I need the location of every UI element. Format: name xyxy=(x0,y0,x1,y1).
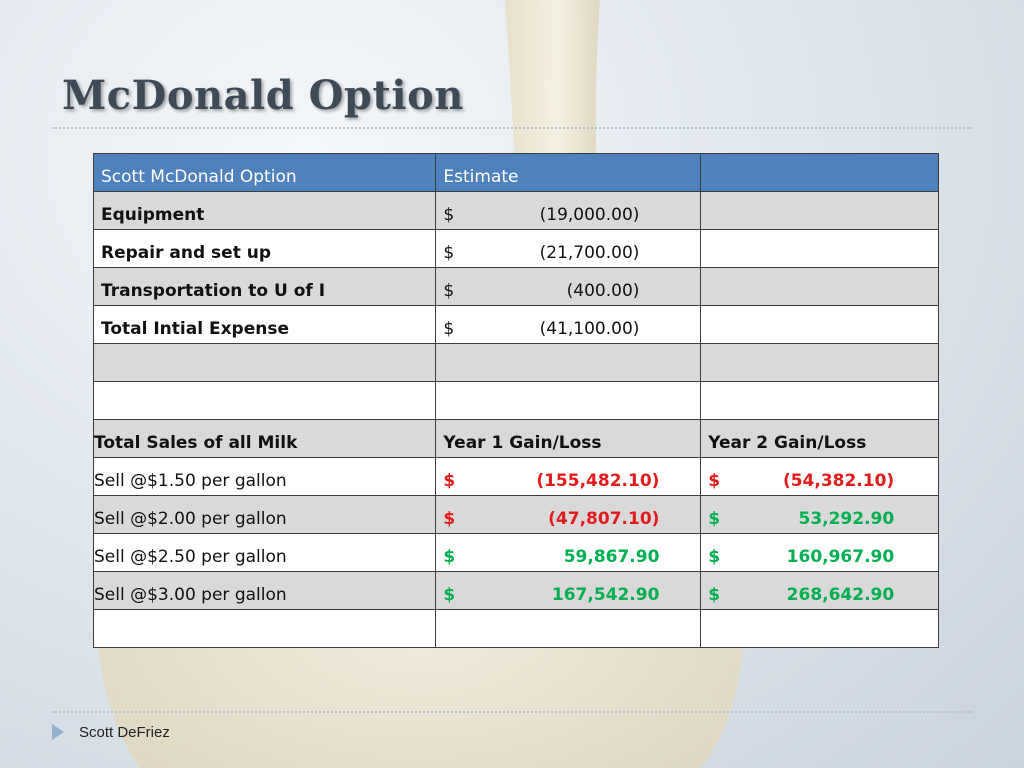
table-cell xyxy=(700,267,939,306)
table-cell xyxy=(435,609,702,648)
table-cell: $160,967.90 xyxy=(700,533,939,572)
table-row-empty xyxy=(92,343,939,382)
table-cell xyxy=(700,305,939,344)
currency-symbol: $ xyxy=(443,319,455,339)
header-cell: Scott McDonald Option xyxy=(92,153,437,192)
currency-symbol: $ xyxy=(708,547,721,567)
table-cell xyxy=(700,381,939,420)
price-label: Sell @$1.50 per gallon xyxy=(94,471,287,491)
table-cell xyxy=(700,191,939,230)
header-empty-label xyxy=(701,187,938,191)
expense-amount: (41,100.00) xyxy=(539,319,640,339)
currency-symbol: $ xyxy=(443,243,455,263)
table-cell: Total Intial Expense xyxy=(92,305,437,344)
expense-amount: (400.00) xyxy=(566,281,640,301)
table-cell xyxy=(92,343,437,382)
slide-footer: Scott DeFriez xyxy=(52,718,170,746)
price-label: Sell @$2.00 per gallon xyxy=(94,509,287,529)
table-cell: Year 2 Gain/Loss xyxy=(700,419,939,458)
table-row: Sell @$2.50 per gallon $59,867.90 $160,9… xyxy=(92,533,939,572)
table-cell xyxy=(700,229,939,268)
table-cell: $268,642.90 xyxy=(700,571,939,610)
table-cell: Equipment xyxy=(92,191,437,230)
price-label: Sell @$2.50 per gallon xyxy=(94,547,287,567)
expense-label: Total Intial Expense xyxy=(101,319,289,339)
table-row-empty xyxy=(92,609,939,648)
table-row: Sell @$3.00 per gallon $167,542.90 $268,… xyxy=(92,571,939,610)
header-cell: Estimate xyxy=(435,153,702,192)
table-header-row: Scott McDonald Option Estimate xyxy=(92,153,939,192)
slide-title: McDonald Option xyxy=(62,72,464,119)
table-row: Sell @$2.00 per gallon $ (47,807.10) $53,… xyxy=(92,495,939,534)
table-cell xyxy=(92,381,437,420)
year1-amount: 167,542.90 xyxy=(551,585,660,605)
expense-label: Repair and set up xyxy=(101,243,272,263)
table-cell xyxy=(92,609,437,648)
table-cell: Sell @$2.50 per gallon xyxy=(92,533,437,572)
title-divider xyxy=(52,127,972,129)
table-row: Transportation to U of I $ (400.00) xyxy=(92,267,939,306)
cost-table: Scott McDonald Option Estimate Equipment… xyxy=(92,153,939,648)
table-cell: Sell @$1.50 per gallon xyxy=(92,457,437,496)
table-cell: $ (400.00) xyxy=(435,267,702,306)
currency-symbol: $ xyxy=(443,547,456,567)
footer-author: Scott DeFriez xyxy=(79,723,170,741)
expense-label: Equipment xyxy=(101,205,205,225)
expense-amount: (21,700.00) xyxy=(539,243,640,263)
year1-header-label: Year 1 Gain/Loss xyxy=(443,433,602,453)
table-row: Total Intial Expense $ (41,100.00) xyxy=(92,305,939,344)
header-estimate-label: Estimate xyxy=(443,167,519,187)
table-cell: $ (54,382.10) xyxy=(700,457,939,496)
currency-symbol: $ xyxy=(708,509,721,529)
header-cell xyxy=(700,153,939,192)
year2-amount: 160,967.90 xyxy=(786,547,895,567)
table-row: Equipment $ (19,000.00) xyxy=(92,191,939,230)
year2-amount: (54,382.10) xyxy=(782,471,895,491)
triangle-bullet-icon xyxy=(52,724,64,740)
table-row: Sell @$1.50 per gallon $ (155,482.10) $ (5… xyxy=(92,457,939,496)
table-cell: $ (21,700.00) xyxy=(435,229,702,268)
table-cell: Total Sales of all Milk xyxy=(92,419,437,458)
year2-amount: 268,642.90 xyxy=(786,585,895,605)
table-cell: Transportation to U of I xyxy=(92,267,437,306)
table-cell: $ (155,482.10) xyxy=(435,457,702,496)
header-option-label: Scott McDonald Option xyxy=(101,167,297,187)
currency-symbol: $ xyxy=(708,585,721,605)
currency-symbol: $ xyxy=(708,471,721,491)
table-cell: Sell @$2.00 per gallon xyxy=(92,495,437,534)
year2-header-label: Year 2 Gain/Loss xyxy=(708,433,867,453)
currency-symbol: $ xyxy=(443,585,456,605)
table-cell: $ (47,807.10) xyxy=(435,495,702,534)
table-cell: Year 1 Gain/Loss xyxy=(435,419,702,458)
table-cell: $59,867.90 xyxy=(435,533,702,572)
table-cell: Repair and set up xyxy=(92,229,437,268)
sales-header-label: Total Sales of all Milk xyxy=(94,433,298,453)
year2-amount: 53,292.90 xyxy=(798,509,895,529)
table-cell: $167,542.90 xyxy=(435,571,702,610)
table-cell: $ (41,100.00) xyxy=(435,305,702,344)
currency-symbol: $ xyxy=(443,471,456,491)
sales-header-row: Total Sales of all Milk Year 1 Gain/Loss… xyxy=(92,419,939,458)
currency-symbol: $ xyxy=(443,509,456,529)
footer-divider xyxy=(52,711,972,713)
table-cell xyxy=(435,381,702,420)
year1-amount: (47,807.10) xyxy=(548,509,660,529)
table-cell: Sell @$3.00 per gallon xyxy=(92,571,437,610)
currency-symbol: $ xyxy=(443,281,455,301)
table-cell xyxy=(435,343,702,382)
expense-amount: (19,000.00) xyxy=(539,205,640,225)
expense-label: Transportation to U of I xyxy=(101,281,326,301)
table-cell: $53,292.90 xyxy=(700,495,939,534)
table-cell: $ (19,000.00) xyxy=(435,191,702,230)
table-row: Repair and set up $ (21,700.00) xyxy=(92,229,939,268)
table-row-empty xyxy=(92,381,939,420)
table-cell xyxy=(700,609,939,648)
currency-symbol: $ xyxy=(443,205,455,225)
price-label: Sell @$3.00 per gallon xyxy=(94,585,287,605)
year1-amount: (155,482.10) xyxy=(536,471,660,491)
table-cell xyxy=(700,343,939,382)
year1-amount: 59,867.90 xyxy=(563,547,660,567)
